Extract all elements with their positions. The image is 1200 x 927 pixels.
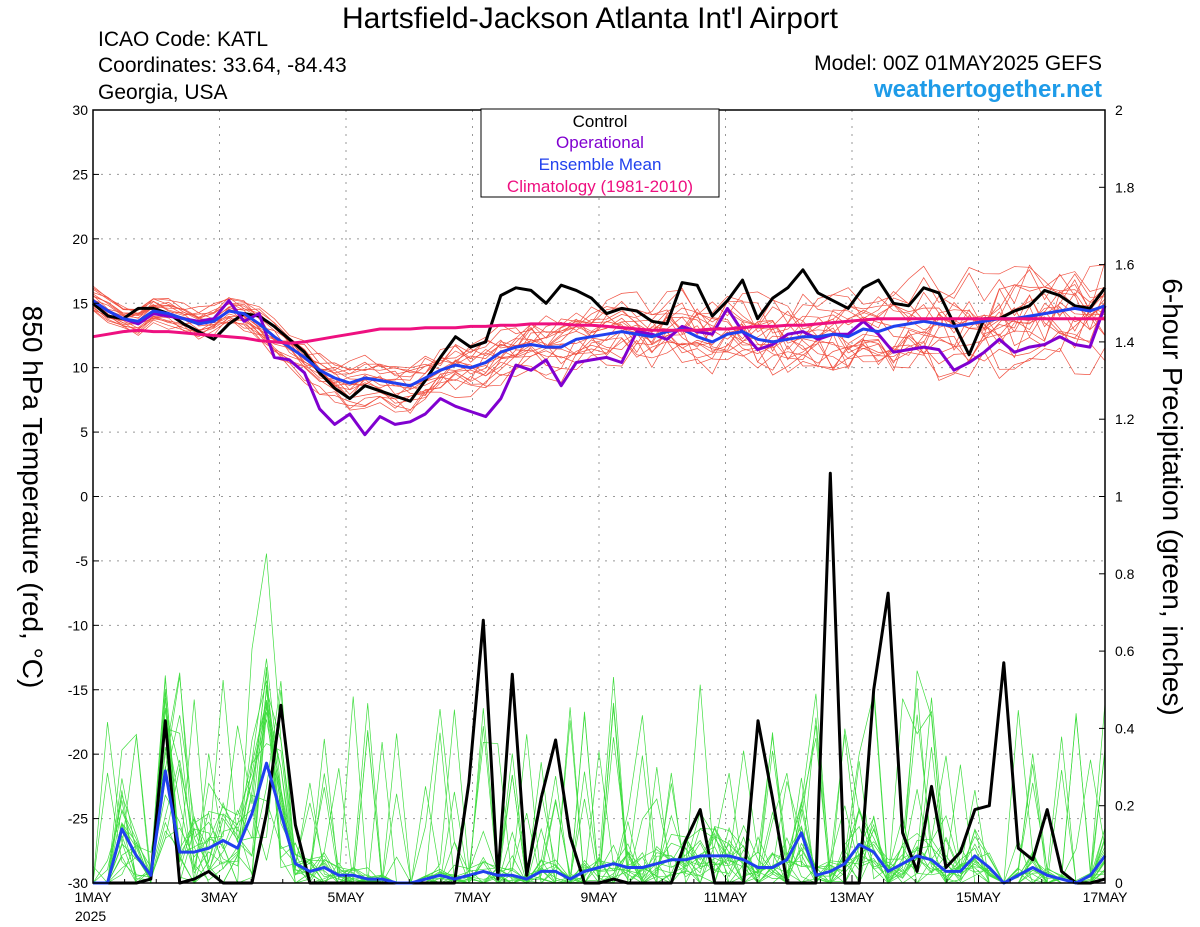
temperature-operational-line (92, 299, 1107, 437)
legend-box (480, 108, 720, 198)
precip-member-line (93, 658, 1106, 885)
right-axis-ticks: 2 1.8 1.6 1.4 1.2 1 0.8 0.6 0.4 0.2 0 (1099, 102, 1135, 891)
temperature-member-line (92, 290, 1106, 386)
y-tick-label: -30 (68, 875, 88, 891)
website-link[interactable]: weathertogether.net (873, 76, 1102, 103)
y2-tick-label: 0.6 (1115, 643, 1135, 659)
y2-axis-label: 6-hour Precipitation (green, inches) (1157, 278, 1188, 716)
y-tick-label: -25 (68, 811, 88, 827)
y-tick-label: 20 (72, 231, 88, 247)
y2-tick-label: 1.8 (1115, 179, 1135, 195)
legend-operational: Operational (556, 133, 644, 152)
temperature-member-line (92, 290, 1106, 376)
x-tick-label: 1MAY (74, 889, 112, 905)
x-tick-label: 11MAY (704, 889, 748, 905)
x-tick-label: 15MAY (956, 889, 1002, 905)
y-tick-label: 0 (80, 489, 88, 505)
left-axis-ticks: 30 25 20 15 10 5 0 -5 -10 -15 -20 -25 -30 (68, 102, 99, 891)
temperature-member-line (92, 302, 1106, 381)
x-tick-label: 17MAY (1083, 889, 1129, 905)
x-tick-label: 9MAY (580, 889, 618, 905)
x-tick-year: 2025 (75, 908, 106, 924)
precip-ensemble-mean-line (93, 761, 1107, 885)
x-tick-label: 3MAY (201, 889, 239, 905)
y-tick-label: -15 (68, 682, 88, 698)
y-tick-label: -10 (68, 617, 88, 633)
y2-tick-label: 2 (1115, 102, 1123, 118)
legend: Control Operational Ensemble Mean Climat… (480, 108, 720, 198)
y-tick-label: -5 (76, 553, 89, 569)
temperature-member-line (92, 264, 1106, 414)
y2-tick-label: 1.2 (1115, 411, 1135, 427)
y2-tick-label: 0 (1115, 875, 1123, 891)
y-tick-label: 25 (72, 166, 88, 182)
y-tick-label: 5 (80, 424, 88, 440)
y-tick-label: 10 (72, 360, 88, 376)
chart-title: Hartsfield-Jackson Atlanta Int'l Airport (342, 2, 838, 35)
grid-lines (93, 110, 1105, 883)
x-tick-label: 7MAY (454, 889, 492, 905)
y-tick-label: 15 (72, 295, 88, 311)
temperature-climatology-line (92, 317, 1105, 345)
precip-member-line (93, 684, 1106, 884)
y2-tick-label: 1.4 (1115, 334, 1135, 350)
icao-code: ICAO Code: KATL (98, 28, 269, 51)
y-tick-label: -20 (68, 746, 88, 762)
y-axis-label: 850 hPa Temperature (red, °C) (17, 305, 48, 689)
legend-climatology: Climatology (1981-2010) (507, 177, 693, 196)
y-tick-label: 30 (72, 102, 88, 118)
y2-tick-label: 0.8 (1115, 566, 1135, 582)
y2-tick-label: 0.4 (1115, 720, 1135, 736)
y2-tick-label: 1.6 (1115, 257, 1135, 273)
precip-member-line (92, 689, 1106, 884)
x-tick-label: 13MAY (830, 889, 876, 905)
temperature-member-line (92, 291, 1106, 390)
legend-control: Control (573, 112, 628, 131)
legend-ensemble-mean: Ensemble Mean (539, 155, 662, 174)
temperature-ensemble-mean-line (92, 299, 1106, 388)
y2-tick-label: 1 (1115, 489, 1123, 505)
y2-tick-label: 0.2 (1115, 798, 1135, 814)
x-tick-label: 5MAY (327, 889, 365, 905)
model-run: Model: 00Z 01MAY2025 GEFS (814, 52, 1102, 75)
region: Georgia, USA (98, 81, 228, 104)
x-axis-ticks: 1MAY 3MAY 5MAY 7MAY 9MAY 11MAY 13MAY 15MAY 17MAY… (74, 875, 1128, 924)
coordinates: Coordinates: 33.64, -84.43 (98, 54, 347, 77)
precip-member-line (92, 666, 1106, 885)
